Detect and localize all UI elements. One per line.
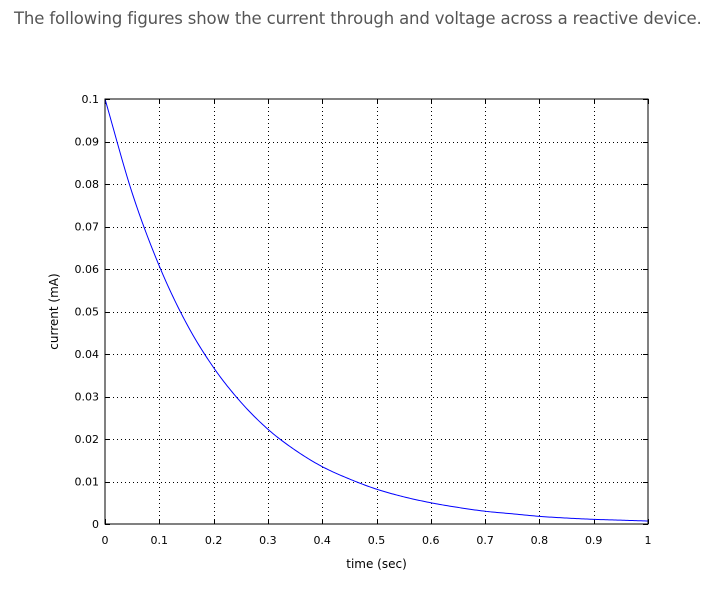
x-tick-label: 0.5 bbox=[368, 534, 386, 547]
plot-frame bbox=[104, 98, 649, 525]
y-tick-label: 0.03 bbox=[75, 391, 100, 404]
y-tick-label: 0.05 bbox=[75, 306, 100, 319]
x-tick-label: 0.4 bbox=[313, 534, 331, 547]
x-tick-labels: 0 0.1 0.2 0.3 0.4 0.5 0.6 0.7 0.8 0.9 1 bbox=[102, 534, 652, 547]
y-axis-title: current (mA) bbox=[47, 273, 61, 349]
x-tick-label: 0.7 bbox=[476, 534, 494, 547]
y-tick-label: 0.07 bbox=[75, 221, 100, 234]
x-tick-label: 0.6 bbox=[422, 534, 440, 547]
series-layer bbox=[104, 98, 649, 522]
x-tick-label: 0.3 bbox=[259, 534, 277, 547]
x-tick-label: 0.1 bbox=[151, 534, 169, 547]
y-tick-label: 0.06 bbox=[75, 263, 100, 276]
x-tick-label: 0.9 bbox=[585, 534, 603, 547]
plot-area bbox=[105, 99, 648, 524]
y-tick-label: 0.04 bbox=[75, 348, 100, 361]
y-tick-label: 0.09 bbox=[75, 136, 100, 149]
y-tick-label: 0.1 bbox=[82, 93, 100, 106]
y-tick-label: 0 bbox=[92, 518, 99, 531]
y-tick-label: 0.08 bbox=[75, 178, 100, 191]
y-tick-label: 0.01 bbox=[75, 476, 100, 489]
y-tick-labels: 0 0.01 0.02 0.03 0.04 0.05 0.06 0.07 0.08 0.09 0.1 bbox=[75, 93, 100, 531]
x-tick-label: 0.8 bbox=[531, 534, 549, 547]
x-tick-label: 0 bbox=[102, 534, 109, 547]
x-tick-label: 0.2 bbox=[205, 534, 223, 547]
x-axis-title: time (sec) bbox=[346, 557, 407, 571]
series-line bbox=[104, 98, 649, 522]
grid bbox=[105, 99, 648, 524]
intro-text: The following figures show the current t… bbox=[14, 9, 702, 28]
y-tick-label: 0.02 bbox=[75, 433, 100, 446]
x-tick-label: 1 bbox=[645, 534, 652, 547]
